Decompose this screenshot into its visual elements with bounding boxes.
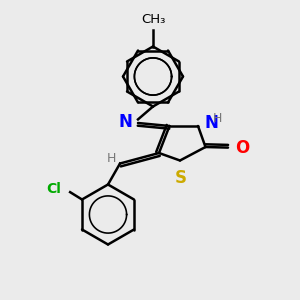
Text: CH₃: CH₃ — [141, 13, 165, 26]
Text: N: N — [205, 114, 219, 132]
Text: S: S — [175, 169, 187, 188]
Text: N: N — [118, 113, 132, 131]
Text: O: O — [236, 139, 250, 157]
Text: H: H — [107, 152, 116, 165]
Text: Cl: Cl — [46, 182, 61, 196]
Text: H: H — [213, 112, 222, 125]
